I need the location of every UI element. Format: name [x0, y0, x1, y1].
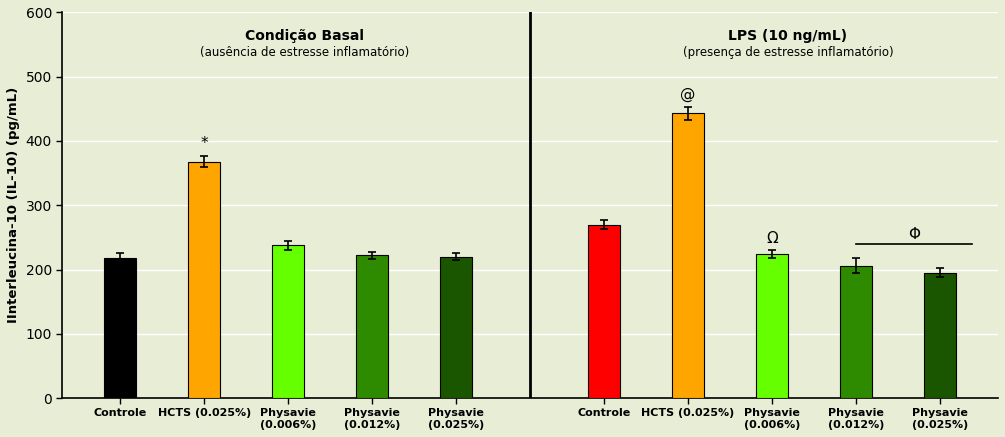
- Text: Ω: Ω: [766, 231, 778, 246]
- Bar: [272, 245, 305, 398]
- Y-axis label: IInterleucina-10 (IL-10) (pg/mL): IInterleucina-10 (IL-10) (pg/mL): [7, 87, 20, 323]
- Bar: [357, 255, 388, 398]
- Text: *: *: [200, 136, 208, 151]
- Bar: [672, 113, 704, 398]
- Text: Φ: Φ: [909, 227, 920, 242]
- Text: (presença de estresse inflamatório): (presença de estresse inflamatório): [682, 46, 893, 59]
- Bar: [925, 273, 956, 398]
- Text: (ausência de estresse inflamatório): (ausência de estresse inflamatório): [200, 46, 409, 59]
- Bar: [105, 258, 136, 398]
- Bar: [756, 254, 788, 398]
- Bar: [440, 257, 472, 398]
- Text: Condição Basal: Condição Basal: [244, 28, 364, 42]
- Bar: [588, 225, 620, 398]
- Bar: [840, 266, 872, 398]
- Text: LPS (10 ng/mL): LPS (10 ng/mL): [729, 28, 847, 42]
- Bar: [188, 162, 220, 398]
- Text: @: @: [680, 87, 695, 102]
